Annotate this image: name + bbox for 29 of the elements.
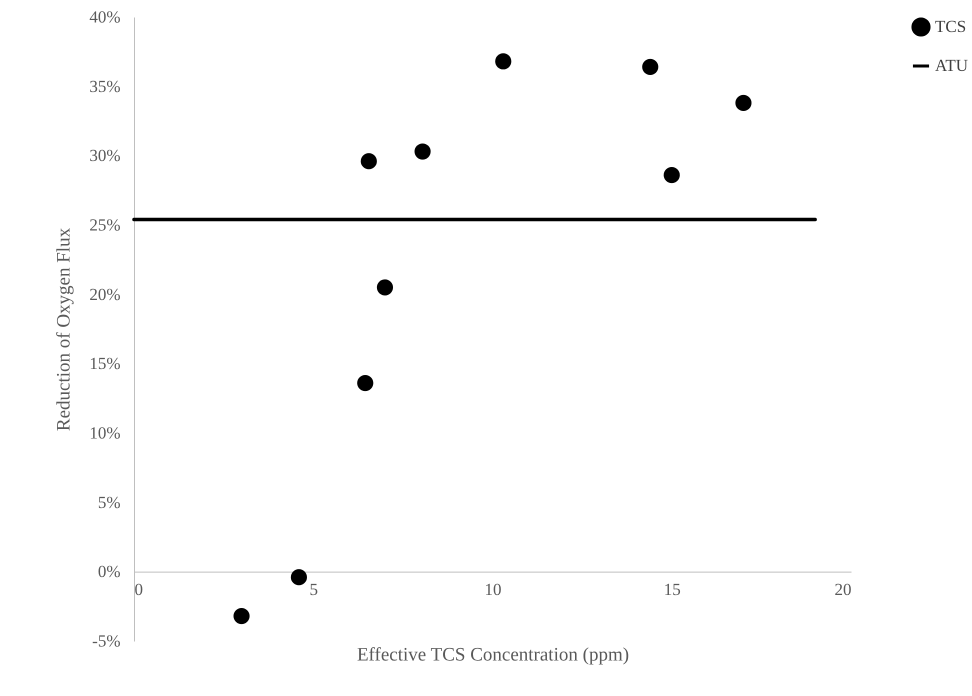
point xyxy=(233,608,250,624)
point xyxy=(290,569,307,586)
y-tick-label: 35% xyxy=(89,76,120,96)
x-axis-title: Effective TCS Concentration (ppm) xyxy=(356,644,630,666)
y-tick-label: 20% xyxy=(89,284,120,304)
point xyxy=(414,143,431,160)
x-tick-label: 0 xyxy=(134,580,143,600)
point xyxy=(642,58,658,75)
x-tick-label: 15 xyxy=(664,580,681,600)
y-tick-label: 5% xyxy=(98,492,120,512)
x-tick-label: 10 xyxy=(484,580,502,600)
y-tick-label: 25% xyxy=(89,216,120,234)
x-tick-label: 20 xyxy=(834,580,852,600)
y-tick-label: 15% xyxy=(89,354,120,374)
point xyxy=(664,167,680,184)
y-tick-label: -5% xyxy=(92,632,120,650)
point xyxy=(357,375,374,392)
legend-label: TCS xyxy=(935,17,966,36)
y-tick-label: 30% xyxy=(89,146,120,166)
y-tick-label: 10% xyxy=(89,424,120,442)
point xyxy=(376,279,394,296)
point xyxy=(495,53,512,70)
x-tick-label: 5 xyxy=(310,580,318,600)
point xyxy=(735,94,752,112)
y-tick-label: 0% xyxy=(98,562,120,582)
legend-label: ATU xyxy=(935,56,968,75)
y-tick-label: 40% xyxy=(89,8,120,26)
point xyxy=(360,153,377,170)
y-axis-title: Reduction of Oxygen Flux xyxy=(53,227,74,432)
